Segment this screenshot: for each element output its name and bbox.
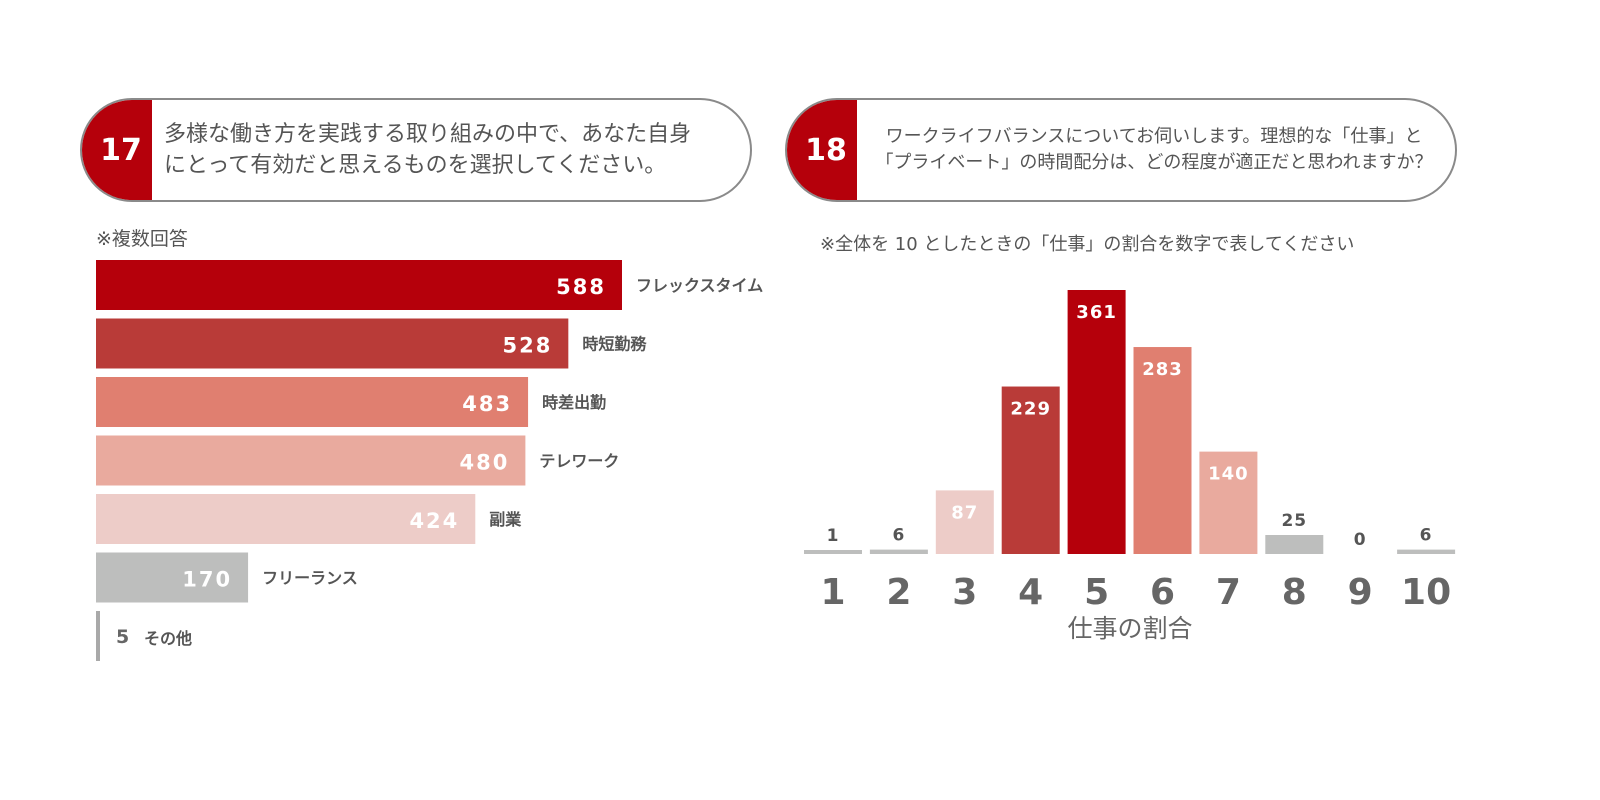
column-value-9: 0 (1354, 530, 1367, 550)
column-value-3: 87 (951, 502, 978, 523)
bar-value-7: 5 (116, 626, 129, 648)
bar-6 (96, 552, 249, 603)
column-value-10: 6 (1420, 526, 1433, 546)
column-7 (1199, 451, 1258, 554)
column-value-2: 6 (892, 526, 905, 546)
bar-7 (96, 611, 100, 661)
bar-3 (96, 377, 529, 427)
column-value-1: 1 (827, 526, 840, 546)
multiple-answer-note: ※複数回答 (96, 228, 188, 250)
bar-1 (96, 260, 622, 310)
flexible-work-bar-chart: 588 フレックスタイム 528 時短勤務 483 時差出勤 480 テレワーク 424 副業 17… (96, 260, 763, 661)
column-10 (1397, 549, 1456, 554)
column-value-7: 140 (1208, 464, 1249, 485)
x-tick-6: 6 (1150, 572, 1175, 613)
bar-2 (96, 318, 569, 369)
question-17-text: 多様な働き方を実践する取り組みの中で、あなた自身 にとって有効だと思えるものを選… (164, 100, 730, 200)
bar-4 (96, 435, 526, 486)
question-18-text: ワークライフバランスについてお伺いします。理想的な「仕事」と 「プライベート」の… (871, 100, 1437, 200)
column-3 (935, 490, 994, 554)
bar-label-1: フレックスタイム (636, 276, 763, 295)
bar-label-2: 時短勤務 (582, 335, 647, 354)
column-4 (1001, 386, 1060, 554)
question-18-number: 18 (787, 100, 857, 200)
bar-value-6: 170 (182, 568, 232, 592)
question-17-header: 17 多様な働き方を実践する取り組みの中で、あなた自身 にとって有効だと思えるも… (80, 98, 752, 202)
question-18-line2: 「プライベート」の時間配分は、どの程度が適正だと思われますか？ (875, 152, 1433, 173)
column-value-8: 25 (1281, 511, 1307, 531)
column-2 (869, 549, 928, 554)
question-17-number: 17 (82, 100, 152, 200)
column-5 (1067, 290, 1126, 554)
question-17-line1: 多様な働き方を実践する取り組みの中で、あなた自身 (164, 122, 692, 147)
bar-label-4: テレワーク (539, 452, 619, 471)
question-18-line1: ワークライフバランスについてお伺いします。理想的な「仕事」と (885, 126, 1423, 147)
column-8 (1265, 535, 1324, 554)
bar-value-1: 588 (556, 275, 606, 299)
bar-value-5: 424 (409, 509, 459, 533)
x-tick-4: 4 (1018, 572, 1043, 613)
bar-value-4: 480 (460, 451, 510, 475)
x-tick-1: 1 (820, 572, 845, 613)
x-tick-2: 2 (886, 572, 911, 613)
bar-value-2: 528 (502, 334, 552, 358)
x-tick-5: 5 (1084, 572, 1109, 613)
work-ratio-note: ※全体を 10 としたときの「仕事」の割合を数字で表してください (820, 234, 1355, 255)
bar-value-3: 483 (462, 392, 512, 416)
column-value-6: 283 (1142, 359, 1183, 380)
question-18-header: 18 ワークライフバランスについてお伺いします。理想的な「仕事」と 「プライベー… (785, 98, 1457, 202)
x-tick-10: 10 (1401, 572, 1451, 613)
x-tick-3: 3 (952, 572, 977, 613)
bar-label-7: その他 (144, 629, 192, 648)
bar-label-6: フリーランス (262, 569, 358, 588)
column-value-5: 361 (1076, 302, 1117, 323)
bar-label-3: 時差出勤 (542, 393, 606, 412)
column-1 (804, 550, 862, 554)
x-axis-label: 仕事の割合 (1067, 614, 1192, 643)
x-tick-8: 8 (1282, 572, 1307, 613)
bar-5 (96, 494, 476, 544)
question-17-line2: にとって有効だと思えるものを選択してください。 (164, 153, 667, 178)
column-value-4: 229 (1010, 399, 1051, 420)
bar-label-5: 副業 (489, 510, 522, 529)
x-tick-9: 9 (1348, 572, 1373, 613)
x-tick-7: 7 (1216, 572, 1241, 613)
column-6 (1133, 347, 1192, 554)
